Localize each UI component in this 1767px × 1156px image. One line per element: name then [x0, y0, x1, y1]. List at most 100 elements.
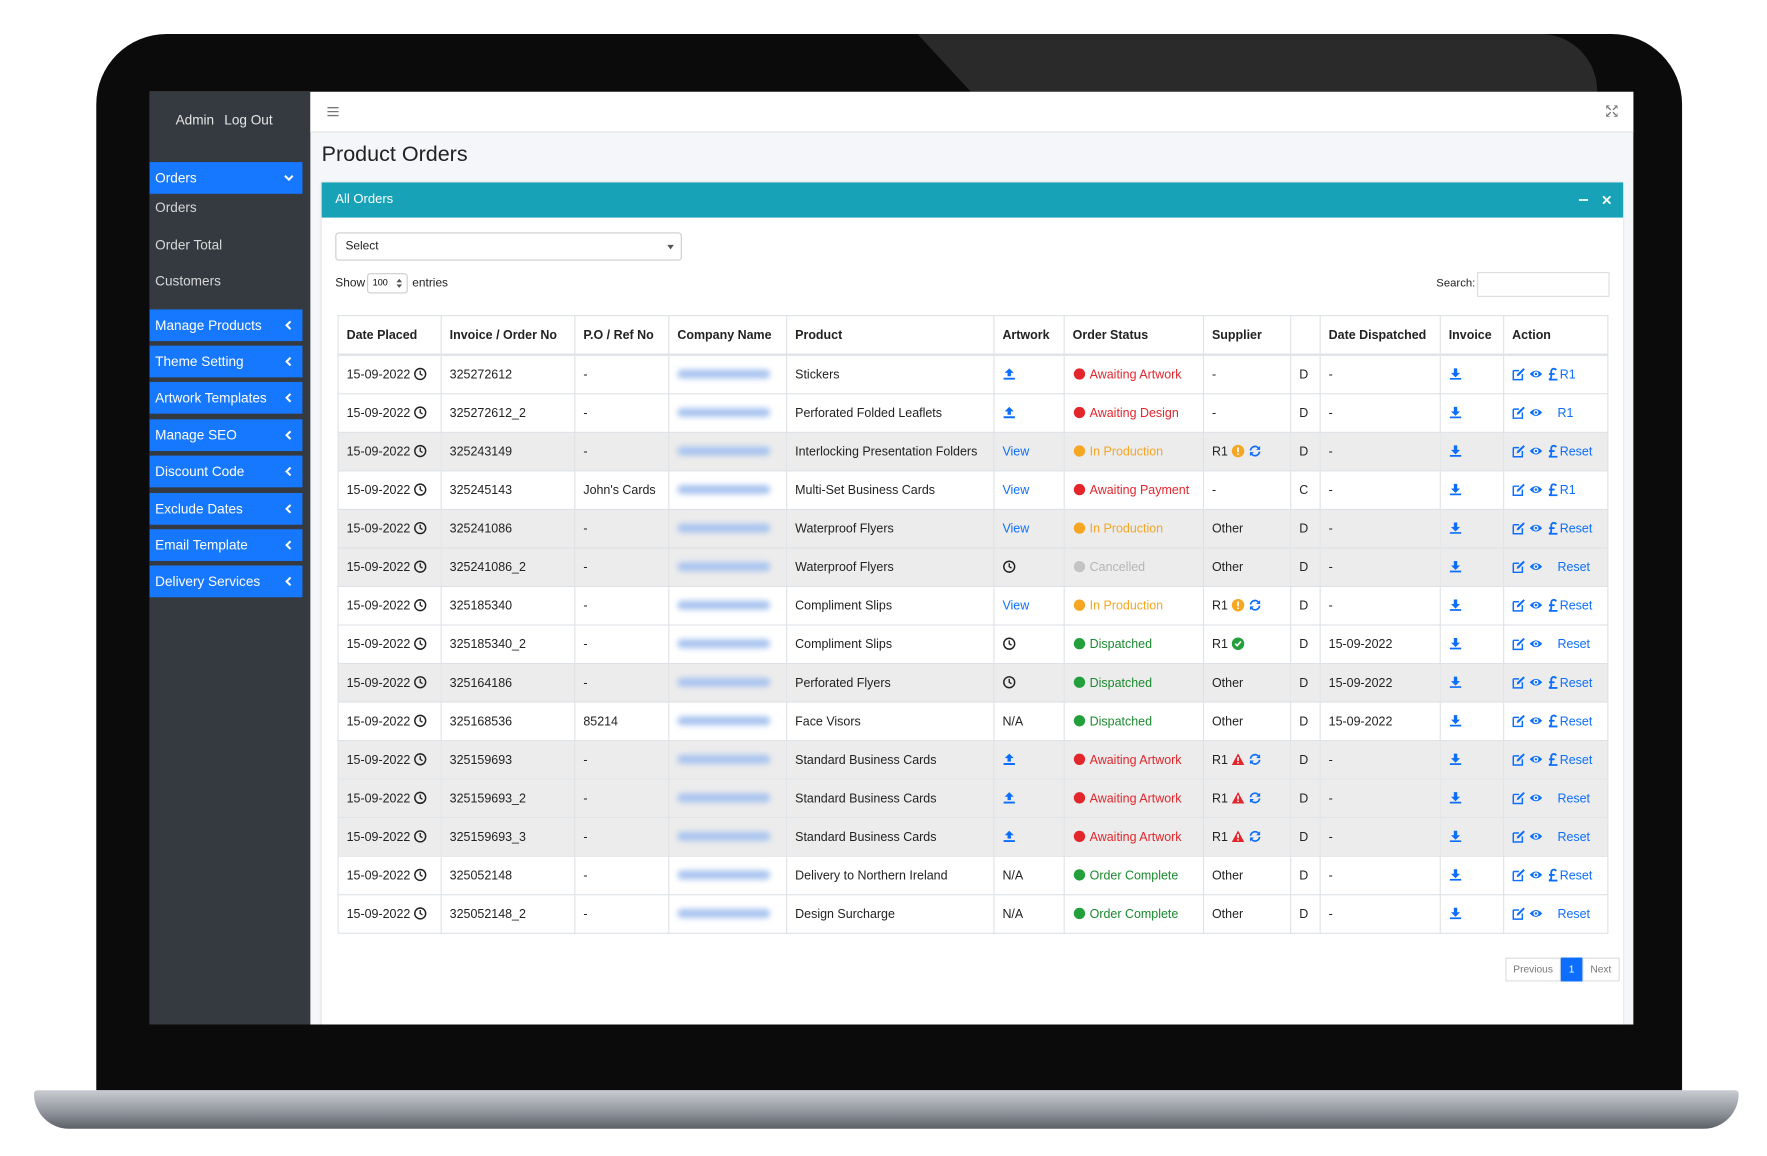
download-invoice[interactable]	[1449, 791, 1463, 805]
action-link[interactable]: Reset	[1559, 753, 1593, 768]
action-link[interactable]: R1	[1559, 368, 1576, 382]
next-button[interactable]: Next	[1582, 957, 1620, 982]
refresh-icon[interactable]	[1248, 830, 1262, 844]
filter-select[interactable]: Select	[335, 232, 682, 261]
collapse-button[interactable]	[1578, 198, 1589, 201]
action-link[interactable]: Reset	[1559, 445, 1593, 459]
view-button[interactable]	[1529, 675, 1543, 689]
action-link[interactable]: Reset	[1557, 907, 1591, 922]
edit-button[interactable]	[1512, 791, 1526, 805]
download-invoice[interactable]	[1449, 637, 1463, 651]
action-link[interactable]: Reset	[1559, 599, 1593, 614]
download-invoice[interactable]	[1449, 598, 1463, 612]
action-link[interactable]: R1	[1557, 406, 1574, 421]
entries-select[interactable]: 100	[366, 273, 408, 294]
payment-button[interactable]	[1546, 598, 1560, 612]
fullscreen-button[interactable]	[1606, 105, 1618, 117]
menu-item[interactable]: Theme Setting	[149, 345, 303, 378]
edit-button[interactable]	[1512, 444, 1526, 458]
view-button[interactable]	[1529, 868, 1543, 882]
view-button[interactable]	[1529, 830, 1543, 844]
menu-item[interactable]: Exclude Dates	[149, 492, 303, 525]
action-link[interactable]: Reset	[1559, 522, 1593, 537]
menu-item[interactable]: Manage Products	[149, 308, 303, 341]
menu-item[interactable]: Email Template	[149, 529, 303, 561]
download-invoice[interactable]	[1449, 714, 1463, 728]
edit-button[interactable]	[1512, 367, 1526, 381]
menu-item[interactable]: Artwork Templates	[149, 382, 303, 415]
view-button[interactable]	[1529, 521, 1543, 535]
download-invoice[interactable]	[1449, 406, 1463, 420]
page-button[interactable]: 1	[1560, 957, 1583, 982]
submenu-item[interactable]: Orders	[155, 199, 197, 216]
payment-button[interactable]	[1546, 868, 1560, 882]
view-button[interactable]	[1529, 598, 1543, 612]
edit-button[interactable]	[1512, 714, 1526, 728]
payment-button[interactable]	[1546, 483, 1560, 497]
upload-icon[interactable]	[1002, 830, 1016, 844]
action-link[interactable]: R1	[1559, 483, 1576, 498]
close-button[interactable]	[1602, 196, 1611, 204]
view-button[interactable]	[1529, 714, 1543, 728]
payment-button[interactable]	[1546, 753, 1560, 767]
artwork-link[interactable]: View	[1002, 444, 1030, 459]
download-invoice[interactable]	[1449, 830, 1463, 844]
payment-button[interactable]	[1546, 367, 1560, 381]
edit-button[interactable]	[1512, 406, 1526, 420]
view-button[interactable]	[1529, 444, 1543, 458]
artwork-link[interactable]: View	[1002, 483, 1030, 497]
search-input[interactable]	[1477, 271, 1610, 297]
edit-button[interactable]	[1512, 868, 1526, 882]
menu-item[interactable]: Manage SEO	[149, 419, 303, 451]
refresh-icon[interactable]	[1248, 753, 1262, 767]
submenu-item[interactable]: Customers	[155, 273, 221, 290]
edit-button[interactable]	[1512, 753, 1526, 767]
edit-button[interactable]	[1512, 907, 1526, 921]
refresh-icon[interactable]	[1248, 444, 1262, 458]
action-link[interactable]: Reset	[1557, 830, 1591, 845]
download-invoice[interactable]	[1449, 753, 1463, 767]
upload-icon[interactable]	[1002, 753, 1016, 767]
view-button[interactable]	[1529, 483, 1543, 497]
edit-button[interactable]	[1512, 675, 1526, 689]
download-invoice[interactable]	[1449, 675, 1463, 689]
view-button[interactable]	[1529, 406, 1543, 420]
download-invoice[interactable]	[1449, 868, 1463, 882]
download-invoice[interactable]	[1449, 560, 1463, 574]
action-link[interactable]: Reset	[1559, 676, 1593, 691]
download-invoice[interactable]	[1449, 444, 1463, 458]
artwork-link[interactable]: View	[1002, 521, 1030, 536]
edit-button[interactable]	[1512, 598, 1526, 612]
refresh-icon[interactable]	[1248, 791, 1262, 805]
previous-button[interactable]: Previous	[1505, 957, 1561, 982]
action-link[interactable]: Reset	[1557, 638, 1591, 652]
upload-icon[interactable]	[1002, 367, 1016, 381]
view-button[interactable]	[1529, 637, 1543, 651]
artwork-link[interactable]: View	[1002, 598, 1030, 613]
menu-item[interactable]: Delivery Services	[149, 565, 303, 598]
download-invoice[interactable]	[1449, 521, 1463, 535]
action-link[interactable]: Reset	[1559, 715, 1593, 729]
view-button[interactable]	[1529, 907, 1543, 921]
view-button[interactable]	[1529, 791, 1543, 805]
action-link[interactable]: Reset	[1559, 869, 1593, 883]
edit-button[interactable]	[1512, 560, 1526, 574]
view-button[interactable]	[1529, 367, 1543, 381]
menu-item[interactable]: Orders	[149, 162, 303, 194]
view-button[interactable]	[1529, 753, 1543, 767]
upload-icon[interactable]	[1002, 406, 1016, 420]
user-name[interactable]: Admin	[175, 112, 215, 129]
menu-item[interactable]: Discount Code	[149, 455, 303, 488]
edit-button[interactable]	[1512, 637, 1526, 651]
action-link[interactable]: Reset	[1557, 560, 1591, 575]
upload-icon[interactable]	[1002, 791, 1016, 805]
payment-button[interactable]	[1546, 675, 1560, 689]
edit-button[interactable]	[1512, 483, 1526, 497]
download-invoice[interactable]	[1449, 367, 1463, 381]
submenu-item[interactable]: Order Total	[155, 236, 223, 253]
edit-button[interactable]	[1512, 521, 1526, 535]
download-invoice[interactable]	[1449, 907, 1463, 921]
payment-button[interactable]	[1546, 521, 1560, 535]
payment-button[interactable]	[1546, 444, 1560, 458]
edit-button[interactable]	[1512, 830, 1526, 844]
